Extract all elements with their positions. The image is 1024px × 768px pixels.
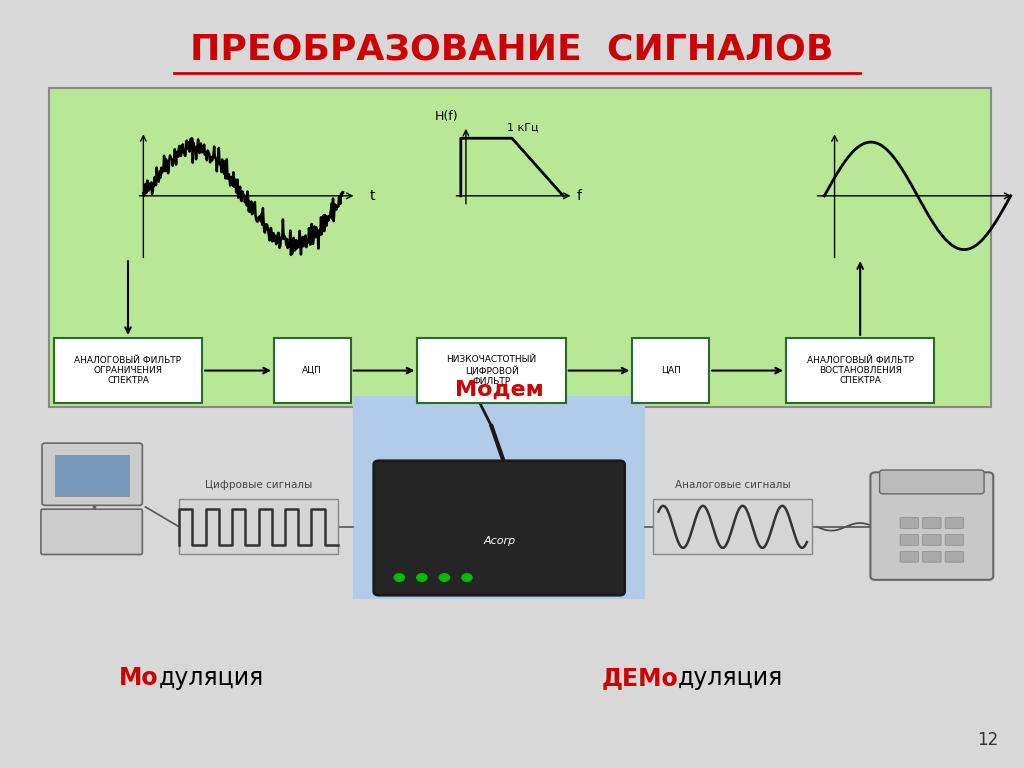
- FancyBboxPatch shape: [870, 472, 993, 580]
- FancyBboxPatch shape: [418, 338, 565, 403]
- FancyBboxPatch shape: [374, 461, 625, 595]
- Text: Модем: Модем: [456, 379, 544, 399]
- Text: 12: 12: [977, 731, 998, 749]
- Text: H(f): H(f): [435, 110, 459, 123]
- Text: f: f: [577, 189, 582, 203]
- FancyBboxPatch shape: [179, 499, 338, 554]
- Text: 1 кГц: 1 кГц: [507, 122, 539, 132]
- Text: t: t: [370, 189, 375, 203]
- Text: НИЗКОЧАСТОТНЫЙ
ЦИФРОВОЙ
ФИЛЬТР: НИЗКОЧАСТОТНЫЙ ЦИФРОВОЙ ФИЛЬТР: [446, 355, 537, 386]
- Circle shape: [394, 574, 404, 581]
- FancyBboxPatch shape: [945, 518, 964, 528]
- FancyBboxPatch shape: [900, 518, 919, 528]
- Text: дуляция: дуляция: [159, 666, 264, 690]
- Text: АЦП: АЦП: [302, 366, 323, 375]
- FancyBboxPatch shape: [653, 499, 812, 554]
- Circle shape: [417, 574, 427, 581]
- Text: Мо: Мо: [119, 666, 159, 690]
- Text: Цифровые сигналы: Цифровые сигналы: [205, 480, 312, 490]
- FancyBboxPatch shape: [945, 551, 964, 562]
- FancyBboxPatch shape: [633, 338, 709, 403]
- Text: ПРЕОБРАЗОВАНИЕ  СИГНАЛОВ: ПРЕОБРАЗОВАНИЕ СИГНАЛОВ: [190, 33, 834, 67]
- Text: АНАЛОГОВЫЙ ФИЛЬТР
ОГРАНИЧЕНИЯ
СПЕКТРА: АНАЛОГОВЫЙ ФИЛЬТР ОГРАНИЧЕНИЯ СПЕКТРА: [75, 356, 181, 386]
- FancyBboxPatch shape: [41, 509, 142, 554]
- FancyBboxPatch shape: [923, 551, 941, 562]
- FancyBboxPatch shape: [49, 88, 991, 407]
- Circle shape: [462, 574, 472, 581]
- FancyBboxPatch shape: [900, 551, 919, 562]
- Text: дуляция: дуляция: [678, 666, 783, 690]
- FancyBboxPatch shape: [945, 535, 964, 545]
- FancyBboxPatch shape: [274, 338, 350, 403]
- Circle shape: [439, 574, 450, 581]
- FancyBboxPatch shape: [900, 535, 919, 545]
- FancyBboxPatch shape: [880, 470, 984, 494]
- FancyBboxPatch shape: [54, 338, 203, 403]
- FancyBboxPatch shape: [55, 455, 129, 496]
- FancyBboxPatch shape: [923, 535, 941, 545]
- FancyBboxPatch shape: [353, 396, 645, 599]
- FancyBboxPatch shape: [786, 338, 934, 403]
- FancyBboxPatch shape: [923, 518, 941, 528]
- Text: ЦАП: ЦАП: [660, 366, 681, 375]
- Text: Аналоговые сигналы: Аналоговые сигналы: [675, 480, 791, 490]
- Text: ДЕМо: ДЕМо: [601, 666, 678, 690]
- FancyBboxPatch shape: [42, 443, 142, 505]
- Text: АНАЛОГОВЫЙ ФИЛЬТР
ВОСТАНОВЛЕНИЯ
СПЕКТРА: АНАЛОГОВЫЙ ФИЛЬТР ВОСТАНОВЛЕНИЯ СПЕКТРА: [807, 356, 913, 386]
- Text: Acorp: Acorp: [483, 536, 516, 547]
